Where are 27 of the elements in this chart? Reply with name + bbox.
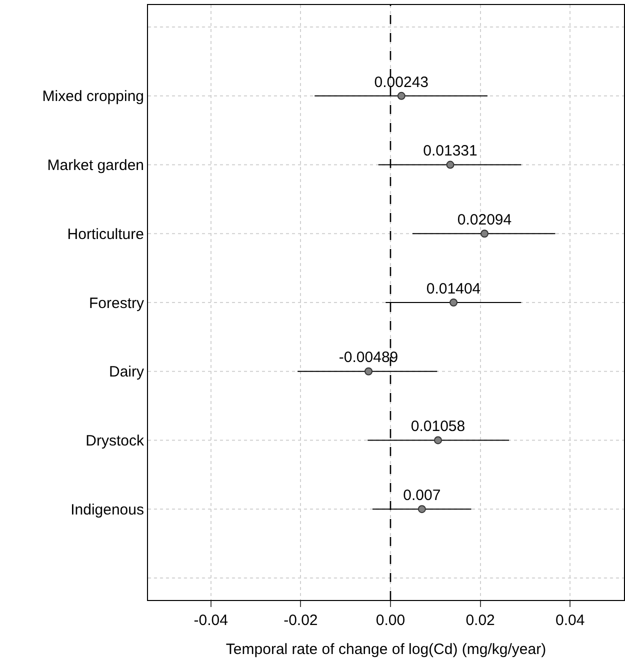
point: [418, 505, 426, 514]
point: [480, 230, 489, 238]
data-label: -0.00489: [338, 349, 398, 366]
y-tick-label: Market garden: [47, 157, 144, 174]
y-tick-label: Mixed cropping: [42, 88, 144, 106]
y-tick-label: Horticulture: [67, 226, 144, 243]
point: [450, 298, 458, 306]
y-tick-label: Forestry: [88, 294, 144, 312]
y-tick-label: Indigenous: [70, 501, 144, 518]
x-axis-title: Temporal rate of change of log(Cd) (mg/kg/year): [226, 641, 546, 658]
point: [364, 367, 373, 376]
data-label: 0.01058: [410, 418, 466, 436]
data-label: 0.01404: [426, 280, 481, 298]
x-tick-label: 0.00: [376, 612, 406, 629]
point: [434, 436, 442, 444]
data-label: 0.01331: [423, 142, 478, 160]
point: [397, 92, 406, 100]
x-tick-label: 0.02: [466, 612, 495, 629]
x-tick-label: -0.04: [194, 612, 228, 629]
data-label: 0.007: [403, 486, 441, 504]
data-label: 0.00243: [374, 74, 429, 91]
x-tick-label: 0.04: [556, 612, 585, 629]
data-label: 0.02094: [457, 212, 512, 229]
x-tick-label: -0.02: [284, 612, 318, 629]
point: [446, 160, 454, 169]
y-tick-label: Drystock: [86, 432, 144, 450]
y-tick-label: Dairy: [108, 364, 144, 381]
